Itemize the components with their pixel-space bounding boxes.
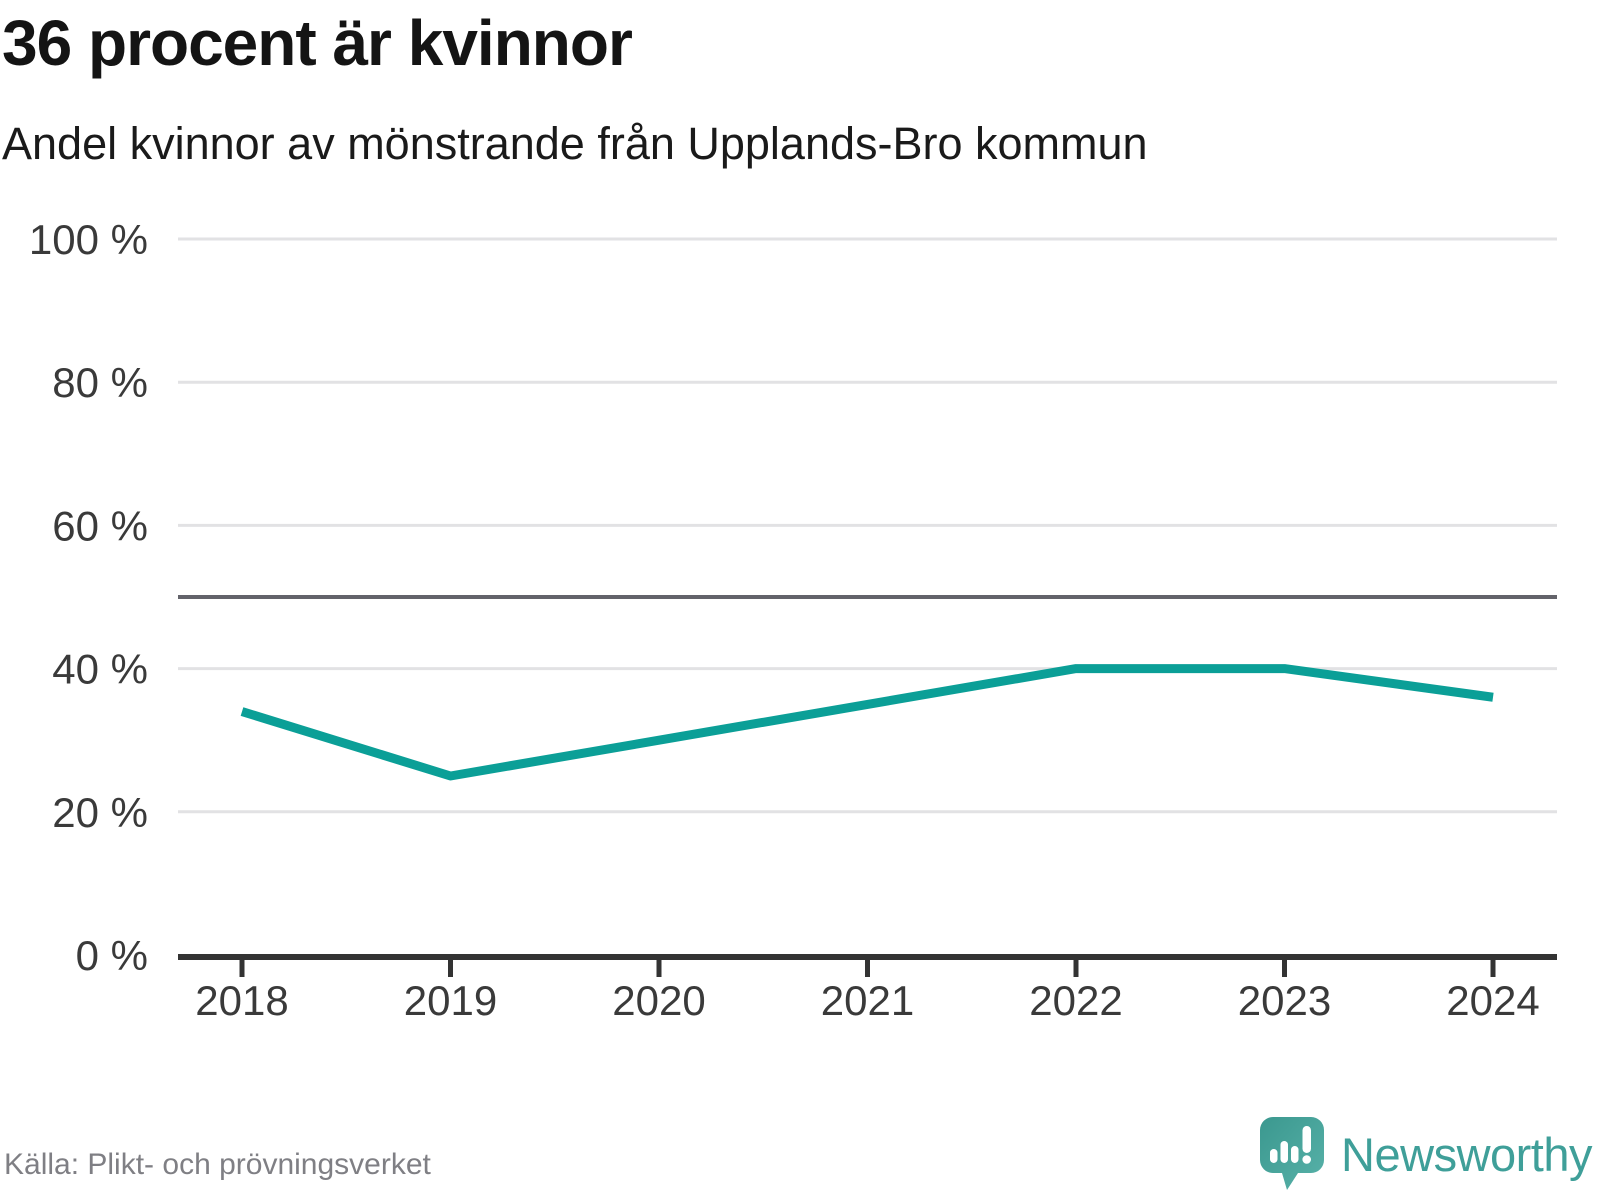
y-tick-labels: 0 % 20 % 40 % 60 % 80 % 100 % <box>29 216 148 979</box>
y-tick-label: 100 % <box>29 216 148 263</box>
x-tick-label: 2019 <box>404 977 497 1024</box>
x-tick-label: 2020 <box>612 977 705 1024</box>
exclamation-bar <box>1302 1126 1312 1153</box>
x-axis <box>178 954 1557 977</box>
page-title: 36 procent är kvinnor <box>2 7 633 79</box>
bar-3 <box>1291 1146 1299 1163</box>
x-tick-label: 2023 <box>1238 977 1331 1024</box>
x-tick-label: 2018 <box>195 977 288 1024</box>
y-tick-label: 80 % <box>52 359 148 406</box>
exclamation-dot <box>1302 1155 1312 1164</box>
y-tick-label: 20 % <box>52 789 148 836</box>
x-tick-label: 2022 <box>1029 977 1122 1024</box>
x-tick-labels: 2018 2019 2020 2021 2022 2023 2024 <box>195 977 1539 1024</box>
data-line-series <box>240 664 1494 781</box>
newsworthy-wordmark: Newsworthy <box>1341 1127 1592 1181</box>
y-gridlines <box>178 237 1557 814</box>
y-tick-label: 0 % <box>76 932 148 979</box>
x-tick-label: 2024 <box>1446 977 1539 1024</box>
y-tick-label: 40 % <box>52 646 148 693</box>
y-tick-label: 60 % <box>52 502 148 549</box>
chart-subtitle: Andel kvinnor av mönstrande från Uppland… <box>2 118 1148 169</box>
source-note: Källa: Plikt- och prövningsverket <box>4 1148 431 1181</box>
bar-1 <box>1270 1149 1278 1163</box>
series-line <box>240 664 1494 781</box>
x-tick-label: 2021 <box>821 977 914 1024</box>
newsworthy-logo-icon <box>1260 1117 1325 1190</box>
bar-2 <box>1280 1141 1289 1163</box>
newsworthy-brand: Newsworthy <box>1259 1116 1592 1192</box>
